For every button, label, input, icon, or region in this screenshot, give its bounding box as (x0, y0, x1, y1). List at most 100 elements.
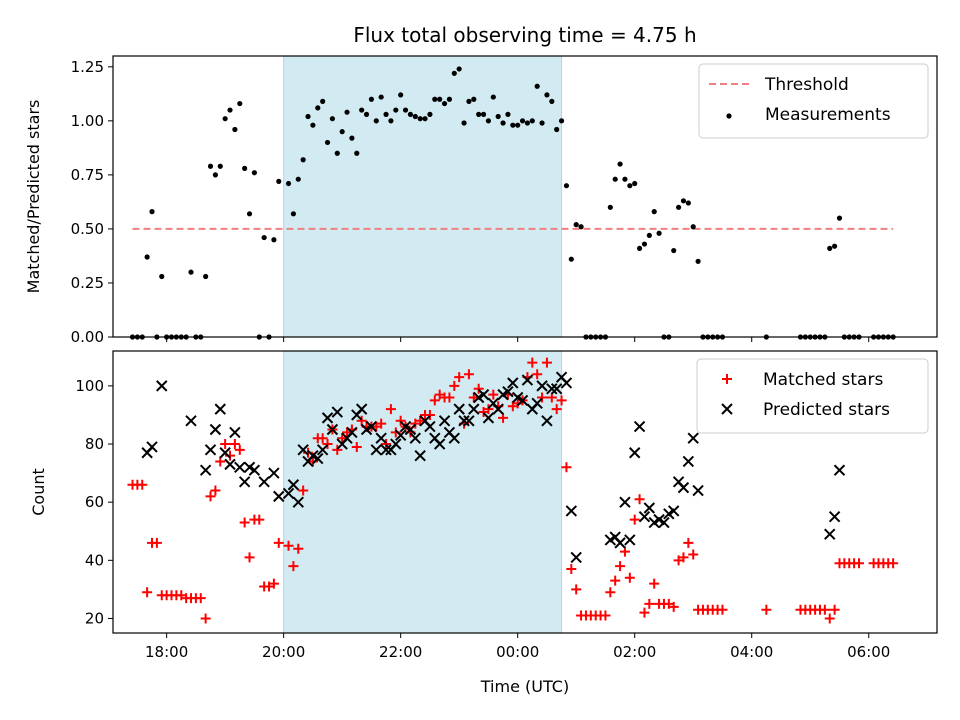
data-point (290, 211, 297, 217)
data-point (331, 406, 343, 418)
data-point (282, 487, 295, 500)
data-point (224, 458, 236, 471)
data-point (633, 420, 646, 433)
data-point (393, 107, 399, 113)
data-point (295, 176, 301, 182)
data-point (546, 392, 557, 403)
data-point (566, 564, 577, 575)
data-point (378, 94, 384, 100)
data-point (427, 111, 433, 117)
data-point (463, 415, 475, 427)
data-point (554, 126, 560, 133)
data-point (449, 380, 460, 391)
data-point (239, 517, 250, 528)
data-point (195, 593, 206, 604)
data-point (215, 456, 226, 467)
data-point (563, 183, 570, 189)
data-point (573, 222, 579, 228)
data-point (300, 157, 306, 163)
data-point (671, 247, 677, 254)
data-point (833, 464, 846, 476)
data-point (402, 107, 409, 113)
data-point (254, 514, 265, 525)
data-point (354, 150, 360, 156)
x-tick-label: 18:00 (145, 643, 188, 661)
data-point (541, 357, 552, 368)
data-point (380, 444, 392, 456)
data-point (505, 111, 511, 117)
data-point (200, 613, 211, 624)
data-point (761, 604, 772, 615)
data-point (305, 113, 311, 120)
data-point (227, 107, 233, 113)
data-point (293, 543, 304, 554)
data-point (502, 385, 514, 398)
data-point (688, 549, 699, 560)
data-point (717, 604, 728, 615)
data-point (500, 120, 506, 126)
data-point (326, 423, 339, 436)
data-point (146, 441, 158, 453)
data-point (381, 439, 392, 450)
data-point (568, 256, 574, 262)
data-point (312, 452, 324, 465)
data-point (527, 357, 538, 368)
data-point (203, 273, 209, 280)
data-point (229, 439, 240, 450)
data-point (229, 426, 241, 439)
data-point (463, 369, 474, 380)
x-tick-label: 20:00 (262, 643, 305, 661)
data-point (458, 415, 470, 427)
legend-box (698, 63, 929, 139)
data-point (297, 444, 309, 456)
data-point (409, 432, 422, 444)
y-tick-label: 1.00 (71, 112, 104, 130)
data-point (532, 369, 543, 380)
data-point (531, 397, 543, 410)
data-point (675, 204, 682, 210)
plot-frame (112, 55, 938, 338)
data-point (682, 455, 695, 468)
data-point (632, 180, 638, 187)
data-point (641, 241, 648, 247)
x-tick-label: 04:00 (730, 643, 773, 661)
data-point (156, 380, 168, 392)
data-point (437, 96, 443, 102)
data-point (495, 113, 501, 120)
data-point (453, 403, 465, 415)
data-point (515, 122, 521, 128)
data-point (287, 479, 300, 491)
data-point (549, 98, 555, 104)
data-point (651, 209, 657, 215)
data-point (237, 100, 243, 107)
data-point (232, 126, 238, 133)
data-point (376, 418, 387, 429)
data-point (268, 578, 279, 589)
data-point (248, 464, 261, 476)
data-point (234, 444, 245, 455)
legend-label: Measurements (765, 105, 891, 125)
data-point (137, 479, 148, 490)
data-point (510, 122, 516, 128)
data-point (407, 111, 414, 117)
data-point (454, 372, 465, 383)
data-point (827, 245, 833, 251)
data-point (298, 485, 309, 496)
data-point (422, 116, 428, 122)
data-point (668, 601, 679, 612)
shaded-interval (283, 55, 563, 338)
data-point (627, 183, 633, 189)
data-point (492, 403, 504, 415)
data-point (551, 404, 562, 415)
data-point (199, 464, 212, 476)
y-tick-label: 1.25 (71, 58, 104, 76)
data-point (507, 377, 519, 389)
data-point (624, 572, 635, 583)
data-point (668, 505, 680, 517)
data-point (207, 163, 214, 169)
data-point (605, 587, 616, 598)
legend-plus-swatch (722, 374, 732, 384)
data-point (561, 462, 572, 473)
data-point (355, 403, 368, 415)
data-point (656, 230, 662, 236)
